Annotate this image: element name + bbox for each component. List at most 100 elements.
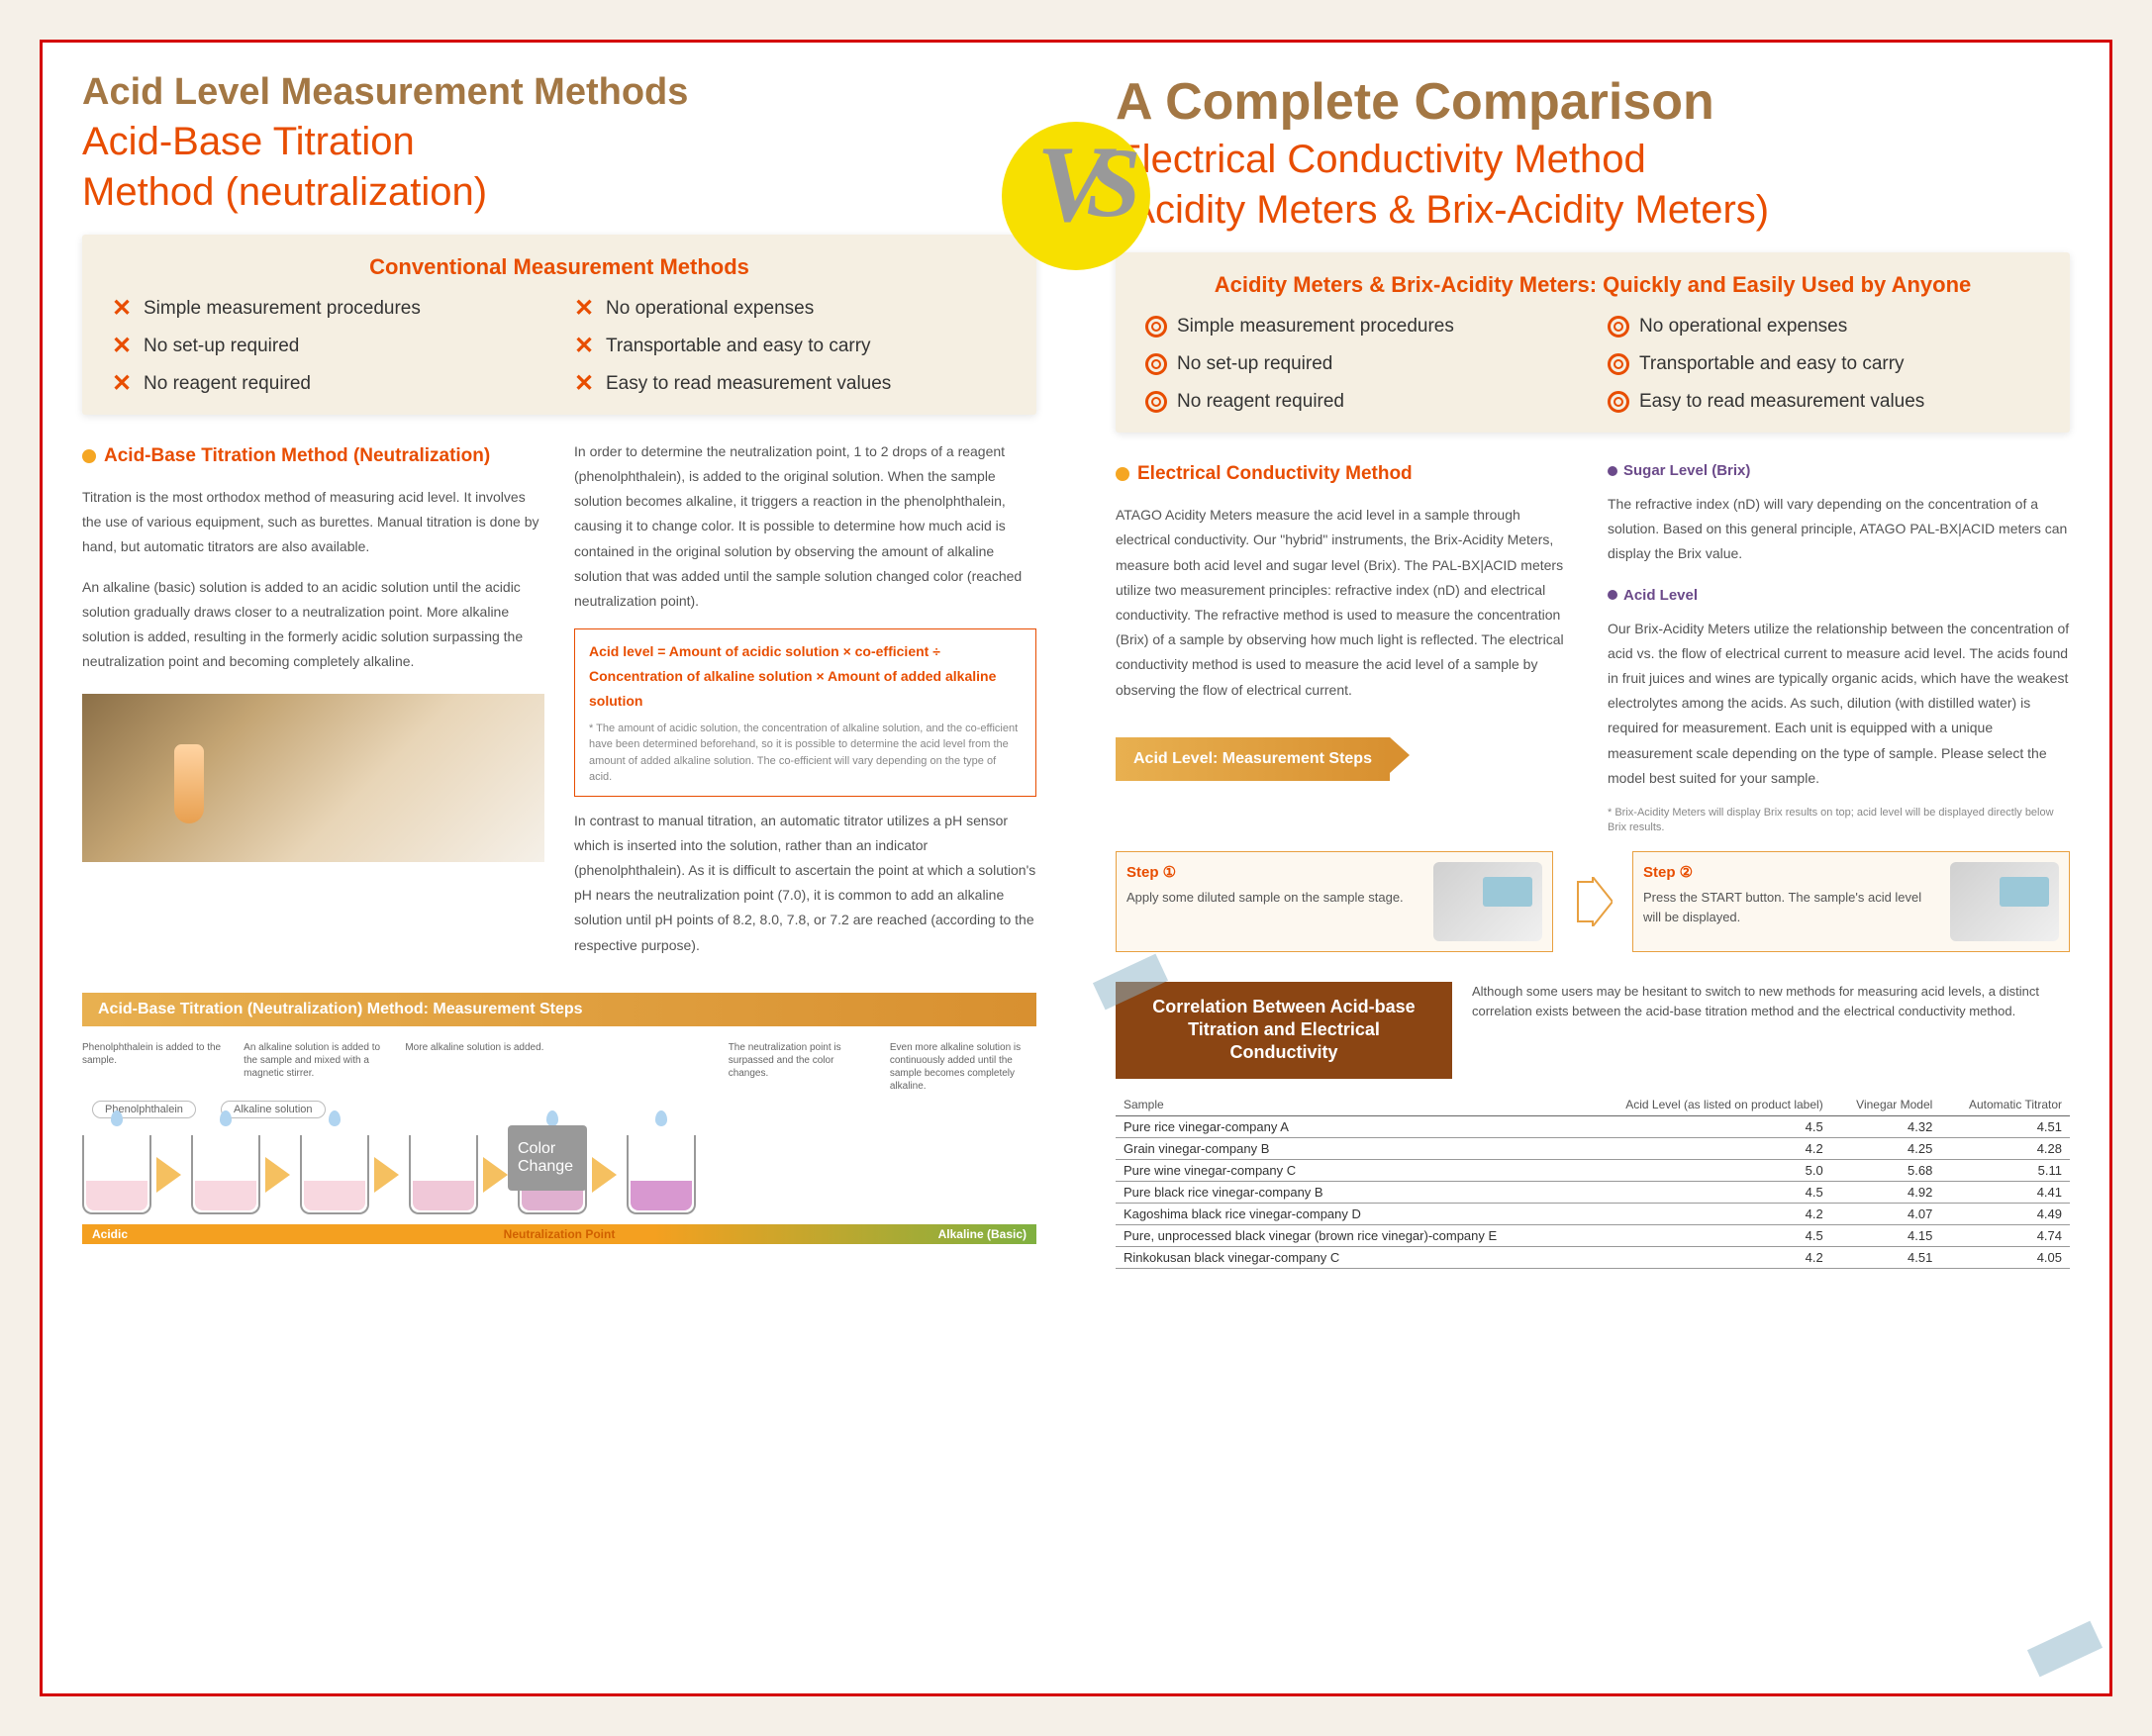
table-cell: 4.2 xyxy=(1578,1246,1831,1268)
pill-alkaline: Alkaline solution xyxy=(221,1101,326,1118)
table-cell: Rinkokusan black vinegar-company C xyxy=(1116,1246,1578,1268)
step-1-text: Apply some diluted sample on the sample … xyxy=(1126,888,1423,908)
beaker-row: Color Change xyxy=(82,1135,1036,1214)
titration-steps-title: Acid-Base Titration (Neutralization) Met… xyxy=(82,993,1036,1026)
table-cell: 4.74 xyxy=(1940,1224,2070,1246)
table-header: Vinegar Model xyxy=(1831,1094,1941,1116)
bullet-icon xyxy=(1116,467,1129,481)
titration-diagram: Phenolphthalein is added to the sample. … xyxy=(82,1041,1036,1239)
step-2-title: Step ② xyxy=(1643,862,1940,885)
step-2-box: Step ② Press the START button. The sampl… xyxy=(1632,851,2070,952)
table-cell: Grain vinegar-company B xyxy=(1116,1137,1578,1159)
table-header: Acid Level (as listed on product label) xyxy=(1578,1094,1831,1116)
table-cell: Pure wine vinegar-company C xyxy=(1116,1159,1578,1181)
left-subheading-1: Acid-Base Titration xyxy=(82,119,1036,164)
feature-label: No operational expenses xyxy=(606,298,814,320)
diagram-label: The neutralization point is surpassed an… xyxy=(729,1041,875,1093)
paragraph: An alkaline (basic) solution is added to… xyxy=(82,575,544,675)
drop-icon xyxy=(111,1110,123,1126)
feature-item: No set-up required xyxy=(1145,353,1578,375)
left-column: Acid Level Measurement Methods Acid-Base… xyxy=(43,43,1076,1693)
acid-level-title: Acid Level xyxy=(1608,582,2070,609)
correlation-table: Sample Acid Level (as listed on product … xyxy=(1116,1094,2070,1269)
right-column: A Complete Comparison Electrical Conduct… xyxy=(1076,43,2109,1693)
feature-label: Simple measurement procedures xyxy=(144,298,421,320)
left-body-col-1: Acid-Base Titration Method (Neutralizati… xyxy=(82,439,544,973)
bullet-icon xyxy=(82,449,96,463)
comparison-page: V S Acid Level Measurement Methods Acid-… xyxy=(40,40,2112,1696)
device-image xyxy=(1950,862,2059,941)
table-header: Automatic Titrator xyxy=(1940,1094,2070,1116)
right-heading: A Complete Comparison xyxy=(1116,72,2070,132)
right-subheading-2: (Acidity Meters & Brix-Acidity Meters) xyxy=(1116,187,2070,233)
bar-label-alkaline: Alkaline (Basic) xyxy=(938,1227,1027,1241)
formula-note: * The amount of acidic solution, the con… xyxy=(589,721,1022,786)
x-icon xyxy=(574,336,596,357)
table-header: Sample xyxy=(1116,1094,1578,1116)
beaker xyxy=(409,1135,478,1214)
acidity-gradient-bar: Acidic Neutralization Point Alkaline (Ba… xyxy=(82,1224,1036,1244)
conventional-panel-title: Conventional Measurement Methods xyxy=(112,254,1007,280)
brix-title: Sugar Level (Brix) xyxy=(1608,457,2070,484)
drop-icon xyxy=(329,1110,341,1126)
correlation-panel: Correlation Between Acid-base Titration … xyxy=(1116,982,2070,1079)
tape-decoration xyxy=(2027,1621,2103,1678)
table-header-row: Sample Acid Level (as listed on product … xyxy=(1116,1094,2070,1116)
correlation-title: Correlation Between Acid-base Titration … xyxy=(1116,982,1452,1079)
diagram-label: An alkaline solution is added to the sam… xyxy=(244,1041,390,1093)
table-cell: 4.92 xyxy=(1831,1181,1941,1203)
table-cell: 4.5 xyxy=(1578,1115,1831,1137)
feature-label: No set-up required xyxy=(144,336,299,357)
table-cell: Kagoshima black rice vinegar-company D xyxy=(1116,1203,1578,1224)
circle-icon xyxy=(1145,353,1167,375)
table-cell: 4.2 xyxy=(1578,1137,1831,1159)
table-cell: 4.51 xyxy=(1940,1115,2070,1137)
table-row: Pure, unprocessed black vinegar (brown r… xyxy=(1116,1224,2070,1246)
left-heading: Acid Level Measurement Methods xyxy=(82,72,1036,114)
feature-item: No operational expenses xyxy=(1608,316,2040,338)
feature-item: No reagent required xyxy=(1145,391,1578,413)
color-change-label: Color Change xyxy=(508,1125,587,1191)
acidity-panel-title: Acidity Meters & Brix-Acidity Meters: Qu… xyxy=(1145,272,2040,298)
beaker xyxy=(191,1135,260,1214)
table-cell: 4.51 xyxy=(1831,1246,1941,1268)
feature-label: No reagent required xyxy=(144,373,311,395)
dot-icon xyxy=(1608,466,1617,476)
table-cell: 5.0 xyxy=(1578,1159,1831,1181)
beaker xyxy=(627,1135,696,1214)
acid-steps-title: Acid Level: Measurement Steps xyxy=(1116,737,1390,782)
table-row: Pure wine vinegar-company C5.05.685.11 xyxy=(1116,1159,2070,1181)
arrow-icon xyxy=(592,1155,622,1195)
circle-icon xyxy=(1145,391,1167,413)
feature-item: Easy to read measurement values xyxy=(1608,391,2040,413)
paragraph: ATAGO Acidity Meters measure the acid le… xyxy=(1116,503,1578,703)
step-1-title: Step ① xyxy=(1126,862,1423,885)
lab-photo xyxy=(82,694,544,862)
paragraph: In contrast to manual titration, an auto… xyxy=(574,809,1036,958)
right-subheading-1: Electrical Conductivity Method xyxy=(1116,137,2070,182)
circle-icon xyxy=(1608,316,1629,338)
circle-icon xyxy=(1608,353,1629,375)
beaker xyxy=(300,1135,369,1214)
feature-item: Transportable and easy to carry xyxy=(574,336,1007,357)
feature-label: Easy to read measurement values xyxy=(1639,391,1924,413)
feature-item: Simple measurement procedures xyxy=(1145,316,1578,338)
feature-label: No operational expenses xyxy=(1639,316,1847,338)
feature-item: No set-up required xyxy=(112,336,544,357)
vs-badge: V S xyxy=(977,112,1175,285)
table-cell: 5.11 xyxy=(1940,1159,2070,1181)
x-icon xyxy=(112,298,134,320)
feature-item: Simple measurement procedures xyxy=(112,298,544,320)
drop-icon xyxy=(546,1110,558,1126)
table-row: Kagoshima black rice vinegar-company D4.… xyxy=(1116,1203,2070,1224)
beaker xyxy=(82,1135,151,1214)
table-cell: 4.5 xyxy=(1578,1181,1831,1203)
svg-text:S: S xyxy=(1086,128,1141,238)
step-2-text: Press the START button. The sample's aci… xyxy=(1643,888,1940,926)
feature-label: No set-up required xyxy=(1177,353,1332,375)
acidity-meter-panel: Acidity Meters & Brix-Acidity Meters: Qu… xyxy=(1116,252,2070,433)
table-cell: 4.41 xyxy=(1940,1181,2070,1203)
left-subheading-2: Method (neutralization) xyxy=(82,169,1036,215)
arrow-icon xyxy=(156,1155,186,1195)
drop-icon xyxy=(655,1110,667,1126)
